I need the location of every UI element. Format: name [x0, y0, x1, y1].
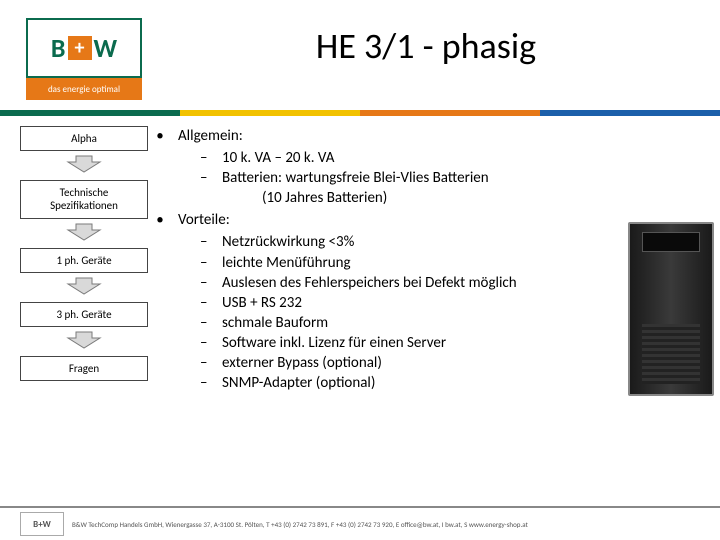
accent-bar [0, 110, 720, 116]
list-item: –Netzrückwirkung <3% [200, 232, 700, 252]
footer: B+W B&W TechComp Handels GmbH, Wienergas… [0, 506, 720, 540]
list-item: –schmale Bauform [200, 313, 700, 333]
list-item: –Auslesen des Fehlerspeichers bei Defekt… [200, 273, 700, 293]
content-area: • Allgemein: –10 k. VA – 20 k. VA–Batter… [148, 126, 700, 496]
sidebar-nav: Alpha Technische Spezifikationen 1 ph. G… [20, 126, 148, 496]
footer-logo: B+W [20, 512, 64, 536]
chevron-down-icon [64, 154, 104, 174]
bullet-dot: • [156, 126, 164, 146]
sidebar-item[interactable]: Technische Spezifikationen [20, 180, 148, 218]
list-item: –SNMP-Adapter (optional) [200, 373, 700, 393]
sidebar-item[interactable]: Alpha [20, 126, 148, 151]
bullet-dot: • [156, 210, 164, 230]
brand-logo: B + W das energie optimal [26, 18, 142, 100]
list-item: –leichte Menüführung [200, 253, 700, 273]
logo-letter-w: W [94, 32, 118, 64]
sidebar-item[interactable]: Fragen [20, 356, 148, 381]
chevron-down-icon [64, 330, 104, 350]
list-item: –externer Bypass (optional) [200, 353, 700, 373]
list-item: –10 k. VA – 20 k. VA [200, 148, 700, 168]
footer-text: B&W TechComp Handels GmbH, Wienergasse 3… [72, 520, 528, 529]
list-item: –USB + RS 232 [200, 293, 700, 313]
logo-tagline: das energie optimal [26, 78, 142, 100]
sidebar-item[interactable]: 1 ph. Geräte [20, 248, 148, 273]
chevron-down-icon [64, 276, 104, 296]
logo-letter-b: B [51, 32, 66, 64]
list-item: –Batterien: wartungsfreie Blei-Vlies Bat… [200, 168, 700, 188]
section2-heading: Vorteile: [178, 210, 230, 230]
chevron-down-icon [64, 222, 104, 242]
list-item: –Software inkl. Lizenz für einen Server [200, 333, 700, 353]
section1-cont: (10 Jahres Batterien) [156, 188, 700, 208]
sidebar-item[interactable]: 3 ph. Geräte [20, 302, 148, 327]
section1-heading: Allgemein: [178, 126, 243, 146]
page-title: HE 3/1 - phasig [158, 18, 694, 68]
logo-plus: + [68, 36, 92, 60]
product-image [628, 222, 714, 396]
